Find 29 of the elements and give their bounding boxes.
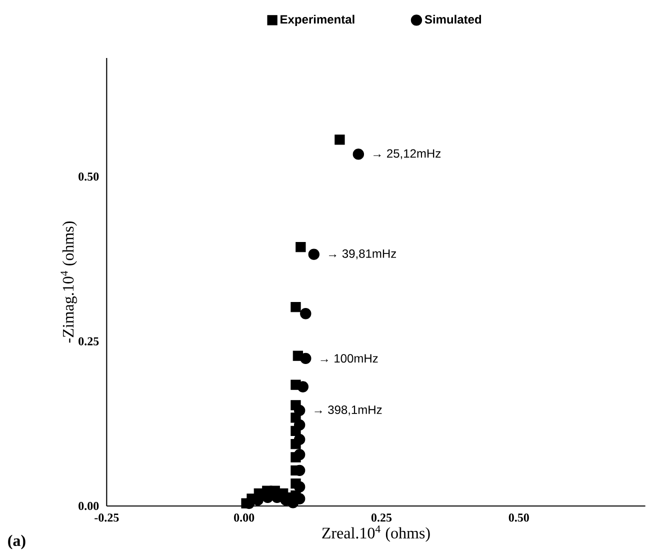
x-tick-label: 0.50 bbox=[508, 514, 529, 522]
point bbox=[334, 134, 345, 145]
point bbox=[294, 434, 306, 446]
legend-label: Experimental bbox=[280, 14, 354, 26]
annotation: → 25,12mHz bbox=[374, 149, 441, 160]
x-tick-label: 0.25 bbox=[371, 514, 392, 522]
y-axis-title: -Zimag.10$^{4}$ (ohms) bbox=[60, 222, 77, 343]
point bbox=[294, 404, 306, 416]
text: (a) bbox=[8, 534, 26, 550]
point bbox=[294, 481, 306, 492]
point bbox=[300, 352, 312, 364]
point bbox=[308, 248, 320, 260]
annotation: → 39,81mHz bbox=[329, 249, 396, 260]
y-tick-label: 0.50 bbox=[78, 172, 99, 181]
x-tick-label: 0.00 bbox=[234, 514, 254, 522]
annotation: → 398,1mHz bbox=[314, 406, 382, 416]
y-tick-label: 0.00 bbox=[78, 502, 99, 510]
x-axis-title: Zreal.10$^{4}$ (ohms) bbox=[322, 526, 430, 542]
point bbox=[300, 308, 312, 320]
point bbox=[294, 419, 306, 431]
point bbox=[294, 449, 306, 460]
point bbox=[352, 148, 364, 160]
point bbox=[297, 381, 308, 392]
x-tick-label: -0.25 bbox=[94, 514, 119, 522]
legend-label: Simulated bbox=[424, 14, 482, 24]
annotation: → 100mHz bbox=[320, 354, 378, 363]
y-tick-label: 0.25 bbox=[78, 337, 99, 346]
point bbox=[290, 302, 301, 312]
point bbox=[296, 242, 306, 252]
